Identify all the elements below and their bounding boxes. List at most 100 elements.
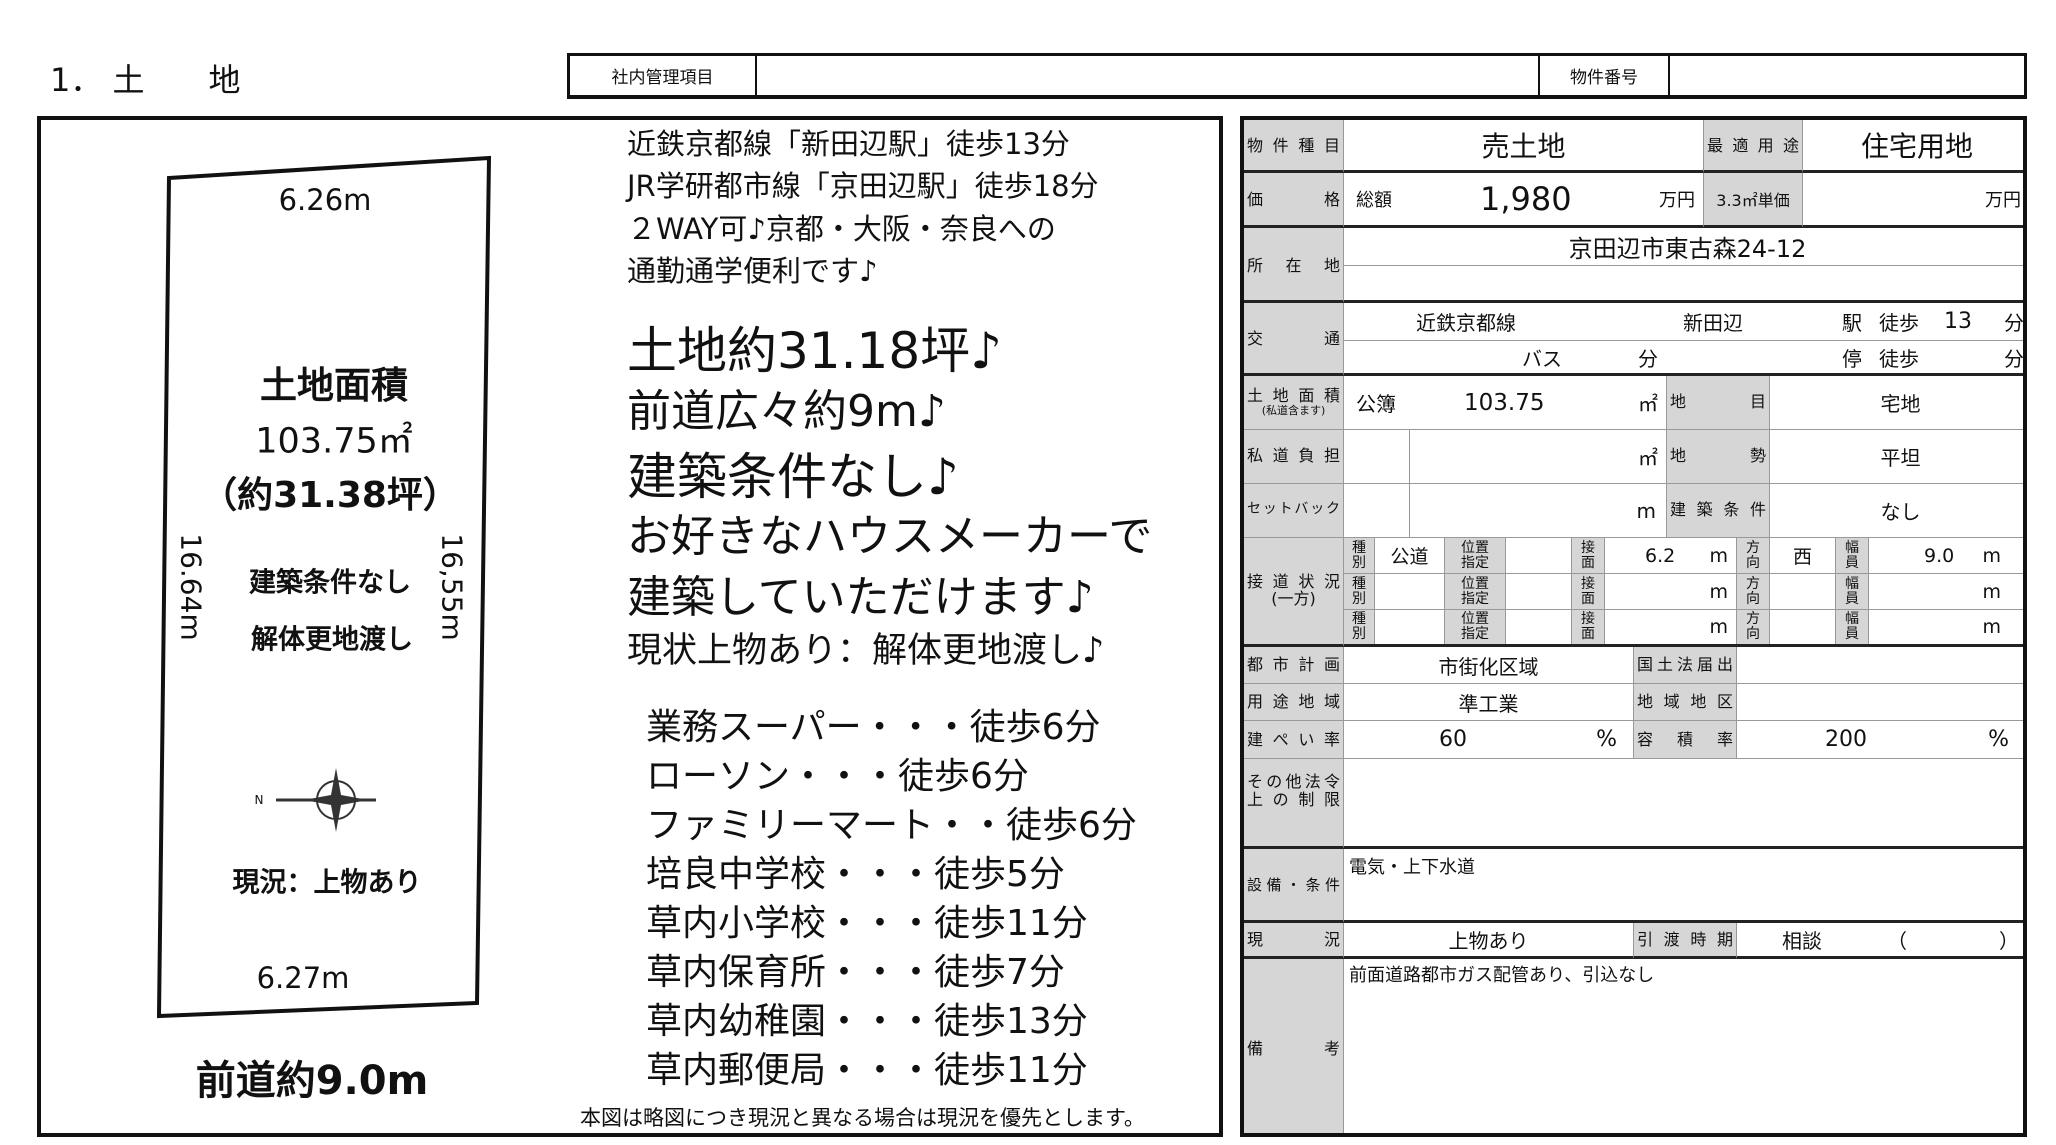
unit-price-cell: 万円 [1803,173,2023,228]
price-cell: 総額 1,980 万円 [1344,173,1704,228]
road-width: 9.0 [1924,544,1955,567]
road-houkou: 方向 [1746,611,1760,642]
unit-price-label: 3.3㎡単価 [1704,173,1803,228]
bus-fun-label: 分 [1638,346,1658,371]
city-plan-label: 都市計画 [1244,647,1344,684]
right-depth: 16,55m [435,533,469,641]
kanri-label: 社内管理項目 [570,56,757,95]
plot-note-1: 建築条件なし [249,567,411,599]
bcr-pct: % [1596,727,1617,752]
road-fukuin: 幅員 [1845,611,1859,642]
private-road-sub [1344,430,1410,484]
plot-panel [37,116,1223,1137]
setback-sub [1344,484,1410,538]
section-title: 1． 土 地 [50,61,241,99]
road-shubetsu: 種別 [1352,539,1366,571]
unit-man: 万円 [1659,190,1695,211]
road-frontage: 6.2 [1645,544,1676,567]
fun2-label: 分 [2004,346,2024,371]
management-header: 社内管理項目 物件番号 [567,53,2027,99]
far-cell: 200 % [1737,721,2023,759]
paren-open: （ [1887,929,1907,953]
build-cond-label: 建築条件 [1667,484,1770,538]
road-cell-shubetsu: 種別 [1344,610,1375,644]
station-name: 新田辺 [1683,311,1743,335]
remarks-label: 備 考 [1244,959,1344,1133]
road-shubetsu: 種別 [1352,611,1366,642]
total-label: 総額 [1356,190,1392,211]
road-houkou: 方向 [1746,575,1760,607]
disclaimer: 本図は略図につき現況と異なる場合は現況を優先とします。 [580,1106,1145,1130]
use-label: 最適用途 [1704,120,1803,173]
road-m-unit: m [1709,616,1728,638]
area-tsubo: （約31.38坪） [201,475,459,516]
road-cell-houkou: 方向 [1737,574,1770,610]
highlight: お好きなハウスメーカーで [627,511,1153,562]
location-line-2 [1344,266,2023,303]
transport-label: 交 通 [1244,303,1344,376]
road-cell-dir [1770,574,1836,610]
front-road: 前道約9.0m [195,1058,429,1104]
zoning-label: 用途地域 [1244,684,1344,721]
road-cell-dir [1770,610,1836,644]
koubo-label: 公簿 [1356,392,1396,416]
compass-icon [276,768,376,832]
road-cell-frontage: 6.2 m [1605,538,1737,574]
remarks-value: 前面道路都市ガス配管あり、引込なし [1349,965,1655,986]
facility-label: 設備・条件 [1244,849,1344,923]
kokudo-value [1737,647,2023,684]
type-label: 物件種目 [1244,120,1344,173]
road-cell-blank [1506,574,1572,610]
road-cell-houkou: 方向 [1737,610,1770,644]
road-cell-fukuin: 幅員 [1836,538,1869,574]
city-plan-value: 市街化区域 [1344,647,1634,684]
road-label: 接道状況 [1247,572,1340,592]
bukken-no-field[interactable] [1670,56,2024,95]
kanri-field[interactable] [757,56,1540,95]
road-cell-dir: 西 [1770,538,1836,574]
type-value: 売土地 [1344,120,1704,173]
road-cell-ichi: 位置指定 [1445,538,1506,574]
road-ichi: 位置指定 [1461,611,1489,642]
lot-outline [156,155,492,1019]
location-value: 京田辺市東古森24-12 [1344,228,2023,266]
nearby-item: 業務スーパー・・・徒歩6分 [646,707,1101,748]
location-label: 所在地 [1244,228,1344,303]
unit-man-2: 万円 [1985,190,2021,211]
price-label: 価 格 [1244,173,1344,228]
road-rows: 種別 公道 位置指定 接面 6.2 m 方向西幅員 9.0 m 種別 位置指定 接面 m 方向 幅員 m 種別位… [1344,538,2023,647]
handover-label: 引渡時期 [1634,923,1737,959]
road-cell-shubetsu: 種別 [1344,574,1375,610]
area-label: 土地面積 [1247,386,1340,406]
road-m-unit: m [1982,616,2001,638]
eki-label: 駅 [1842,311,1862,335]
facility-value: 電気・上下水道 [1344,849,2023,923]
road-m-unit: m [1982,580,2001,603]
road-m-unit: m [1982,544,2001,567]
road-cell-blank [1506,610,1572,644]
paren-close: ） [1999,929,2019,953]
left-depth: 16.64m [174,533,208,641]
transport-row-2: バス 分 停 徒歩 分 [1344,341,2024,376]
build-cond-value: なし [1770,484,2023,538]
walk2-label: 徒歩 [1879,346,1919,371]
road-cell-type: 公道 [1375,538,1445,574]
plot-status: 現況：上物あり [232,867,422,899]
highlight: 現状上物あり：解体更地渡し♪ [627,631,1105,671]
handover-cell: 相談 （ ） [1737,923,2023,959]
chimoku-value: 宅地 [1770,376,2023,430]
road-cell-ichi: 位置指定 [1445,610,1506,644]
road-type: 公道 [1390,546,1429,568]
area-value: 103.75 [1464,389,1545,416]
road-cell-setsumen: 接面 [1572,574,1605,610]
highlights-block: 土地約31.18坪♪ 前道広々約9m♪ 建築条件なし♪ お好きなハウスメーカーで… [627,326,1152,669]
fun-label: 分 [2004,311,2024,335]
road-setsumen: 接面 [1581,611,1595,642]
setback-label: セットバック [1244,484,1344,538]
bcr-cell: 60 % [1344,721,1634,759]
area-title: 土地面積 [260,364,408,407]
bukken-no-label: 物件番号 [1540,56,1670,95]
transport-row-1: 近鉄京都線 新田辺 駅 徒歩 13 分 [1344,303,2024,341]
highlight: 土地約31.18坪♪ [627,322,1003,380]
road-cell-shubetsu: 種別 [1344,538,1375,574]
